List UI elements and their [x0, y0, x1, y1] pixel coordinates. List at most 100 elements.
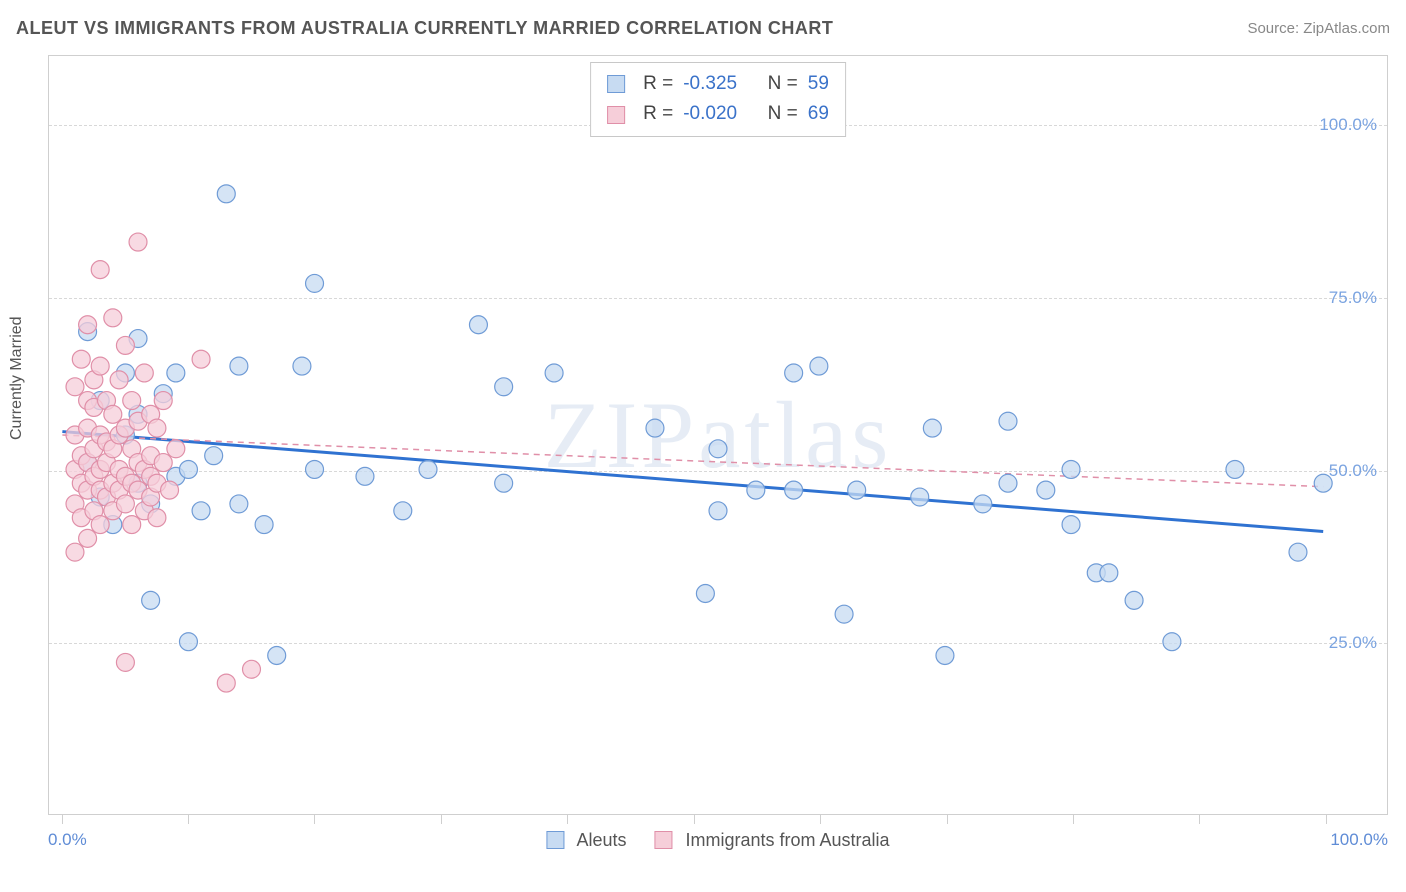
data-point	[104, 405, 122, 423]
data-point	[810, 357, 828, 375]
swatch-series-0-bottom	[546, 831, 564, 849]
data-point	[1289, 543, 1307, 561]
data-point	[709, 440, 727, 458]
data-point	[154, 392, 172, 410]
data-point	[255, 516, 273, 534]
xtick	[188, 814, 189, 824]
x-axis-row: 0.0% Aleuts Immigrants from Australia 10…	[48, 830, 1388, 870]
data-point	[974, 495, 992, 513]
data-point	[293, 357, 311, 375]
y-axis-label: Currently Married	[8, 316, 26, 440]
data-point	[91, 357, 109, 375]
data-point	[785, 481, 803, 499]
trend-line	[62, 432, 1323, 532]
chart-title: ALEUT VS IMMIGRANTS FROM AUSTRALIA CURRE…	[16, 18, 833, 39]
xtick	[820, 814, 821, 824]
stat-N-label: N =	[768, 99, 798, 129]
data-point	[148, 419, 166, 437]
data-point	[230, 357, 248, 375]
chart-svg	[49, 56, 1387, 814]
data-point	[148, 509, 166, 527]
data-point	[495, 378, 513, 396]
x-axis-label-max: 100.0%	[1330, 830, 1388, 850]
data-point	[495, 474, 513, 492]
data-point	[848, 481, 866, 499]
data-point	[135, 364, 153, 382]
data-point	[243, 660, 261, 678]
data-point	[1125, 591, 1143, 609]
legend-item: Aleuts	[546, 830, 626, 851]
data-point	[205, 447, 223, 465]
stats-legend-row: R = -0.325 N = 59	[607, 69, 829, 99]
data-point	[835, 605, 853, 623]
data-point	[1314, 474, 1332, 492]
chart-header: ALEUT VS IMMIGRANTS FROM AUSTRALIA CURRE…	[16, 18, 1390, 39]
data-point	[911, 488, 929, 506]
data-point	[72, 350, 90, 368]
xtick	[1073, 814, 1074, 824]
data-point	[936, 647, 954, 665]
data-point	[123, 516, 141, 534]
legend-label-0: Aleuts	[576, 830, 626, 850]
data-point	[306, 274, 324, 292]
stats-legend: R = -0.325 N = 59 R = -0.020 N = 69	[590, 62, 846, 137]
xtick	[1199, 814, 1200, 824]
data-point	[1226, 460, 1244, 478]
data-point	[306, 460, 324, 478]
xtick	[694, 814, 695, 824]
data-point	[1100, 564, 1118, 582]
data-point	[116, 495, 134, 513]
x-axis-label-min: 0.0%	[48, 830, 87, 850]
data-point	[709, 502, 727, 520]
data-point	[129, 233, 147, 251]
xtick	[947, 814, 948, 824]
data-point	[230, 495, 248, 513]
data-point	[79, 316, 97, 334]
data-point	[1062, 460, 1080, 478]
data-point	[545, 364, 563, 382]
xtick	[62, 814, 63, 824]
data-point	[179, 460, 197, 478]
data-point	[91, 516, 109, 534]
data-point	[192, 502, 210, 520]
legend-label-1: Immigrants from Australia	[686, 830, 890, 850]
data-point	[1037, 481, 1055, 499]
xtick	[567, 814, 568, 824]
stat-N-value-1: 69	[808, 99, 829, 129]
stat-R-value-0: -0.325	[683, 69, 737, 99]
data-point	[154, 454, 172, 472]
stat-R-value-1: -0.020	[683, 99, 737, 129]
data-point	[91, 261, 109, 279]
data-point	[104, 309, 122, 327]
plot-area: ZIPatlas R = -0.325 N = 59 R = -0.020 N …	[48, 55, 1388, 815]
data-point	[66, 543, 84, 561]
data-point	[167, 440, 185, 458]
series-legend: Aleuts Immigrants from Australia	[546, 830, 889, 851]
swatch-series-1-bottom	[654, 831, 672, 849]
data-point	[142, 591, 160, 609]
stat-N-value-0: 59	[808, 69, 829, 99]
data-point	[79, 529, 97, 547]
data-point	[161, 481, 179, 499]
stats-legend-row: R = -0.020 N = 69	[607, 99, 829, 129]
data-point	[1163, 633, 1181, 651]
data-point	[696, 585, 714, 603]
data-point	[217, 185, 235, 203]
swatch-series-0	[607, 75, 625, 93]
data-point	[268, 647, 286, 665]
data-point	[110, 371, 128, 389]
xtick	[1326, 814, 1327, 824]
data-point	[179, 633, 197, 651]
data-point	[923, 419, 941, 437]
swatch-series-1	[607, 106, 625, 124]
data-point	[646, 419, 664, 437]
data-point	[419, 460, 437, 478]
stat-N-label: N =	[768, 69, 798, 99]
xtick	[441, 814, 442, 824]
data-point	[999, 474, 1017, 492]
xtick	[314, 814, 315, 824]
data-point	[66, 378, 84, 396]
data-point	[1062, 516, 1080, 534]
data-point	[469, 316, 487, 334]
data-point	[394, 502, 412, 520]
